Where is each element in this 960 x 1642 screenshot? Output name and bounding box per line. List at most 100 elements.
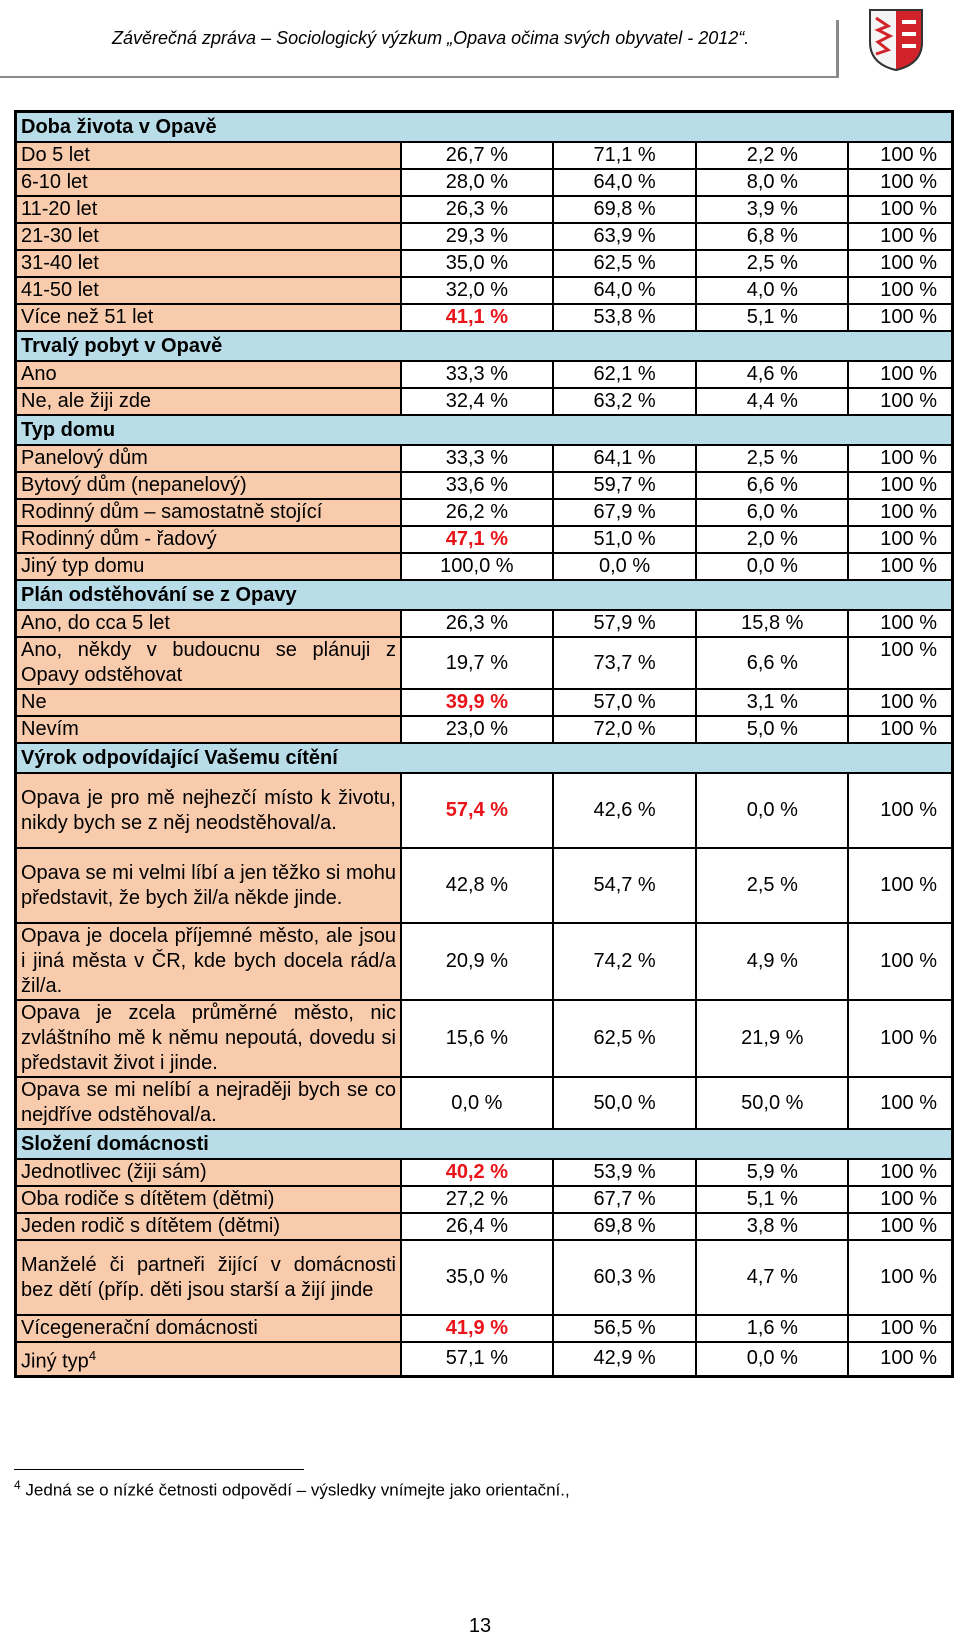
value-cell: 2,5 %: [695, 847, 850, 924]
table-row: Ano, někdy v budoucnu se plánuji z Opavy…: [14, 636, 954, 690]
value-cell: 23,0 %: [399, 715, 554, 744]
value-cell: 67,9 %: [551, 498, 698, 527]
row-label-text: Panelový dům: [21, 447, 148, 469]
value-cell: 64,0 %: [551, 276, 698, 305]
value-cell: 6,6 %: [695, 636, 850, 690]
total-cell: 100 %: [847, 847, 954, 924]
row-label: Opava se mi nelíbí a nejraději bych se c…: [14, 1076, 402, 1130]
row-label: Ano, někdy v budoucnu se plánuji z Opavy…: [14, 636, 402, 690]
value-cell: 0,0 %: [695, 552, 850, 581]
row-label-text: Manželé či partneři žijící v domácnosti …: [21, 1253, 396, 1301]
value-cell: 6,6 %: [695, 471, 850, 500]
row-label-text: Oba rodiče s dítětem (dětmi): [21, 1188, 275, 1210]
total-cell: 100 %: [847, 552, 954, 581]
table-row: Ano, do cca 5 let 26,3 % 57,9 % 15,8 % 100 %: [14, 609, 954, 638]
value-cell: 0,0 %: [695, 772, 850, 849]
total-cell: 100 %: [847, 141, 954, 170]
section-title: Složení domácnosti: [14, 1128, 954, 1160]
row-label-text: Nevím: [21, 718, 79, 740]
table-row: Oba rodiče s dítětem (dětmi) 27,2 % 67,7 %…: [14, 1185, 954, 1214]
value-cell: 59,7 %: [551, 471, 698, 500]
value-cell: 69,8 %: [551, 1212, 698, 1241]
value-cell: 72,0 %: [551, 715, 698, 744]
value-cell: 4,9 %: [695, 922, 850, 1001]
value-cell: 42,8 %: [399, 847, 554, 924]
row-label: 21-30 let: [14, 222, 402, 251]
row-label-text: Jiný typ domu: [21, 555, 145, 577]
row-label: Rodinný dům - řadový: [14, 525, 402, 554]
value-cell: 0,0 %: [695, 1340, 850, 1378]
value-cell: 50,0 %: [695, 1076, 850, 1130]
row-label: Jiný typ domu: [14, 552, 402, 581]
value-cell: 63,2 %: [551, 387, 698, 416]
value-cell: 64,1 %: [551, 444, 698, 473]
total-cell: 100 %: [847, 195, 954, 224]
value-cell: 5,1 %: [695, 303, 850, 332]
header-vertical-divider: [836, 20, 839, 78]
value-cell: 35,0 %: [399, 249, 554, 278]
total-cell: 100 %: [847, 609, 954, 638]
value-cell: 4,0 %: [695, 276, 850, 305]
row-label-text: Jeden rodič s dítětem (dětmi): [21, 1215, 280, 1237]
row-label-text: Ne: [21, 691, 47, 713]
value-cell: 3,1 %: [695, 688, 850, 717]
value-cell: 3,9 %: [695, 195, 850, 224]
value-cell: 5,0 %: [695, 715, 850, 744]
survey-results-table: Doba života v Opavě Do 5 let 26,7 % 71,1 % 2…: [14, 110, 954, 1378]
header-divider: [0, 76, 838, 78]
row-label: Ne: [14, 688, 402, 717]
value-cell: 5,1 %: [695, 1185, 850, 1214]
value-cell: 57,4 %: [399, 772, 554, 849]
row-label-text: Ano, do cca 5 let: [21, 612, 170, 634]
value-cell: 1,6 %: [695, 1314, 850, 1343]
footnote-reference: 4: [88, 1348, 97, 1363]
value-cell: 4,6 %: [695, 360, 850, 389]
total-cell: 100 %: [847, 1185, 954, 1214]
value-cell: 57,0 %: [551, 688, 698, 717]
row-label-text: 11-20 let: [21, 198, 98, 220]
row-label: Rodinný dům – samostatně stojící: [14, 498, 402, 527]
section-title: Trvalý pobyt v Opavě: [14, 330, 954, 362]
table-row: Ano 33,3 % 62,1 % 4,6 % 100 %: [14, 360, 954, 389]
page-header: Závěrečná zpráva – Sociologický výzkum „…: [0, 0, 960, 90]
row-label: Opava je pro mě nejhezčí místo k životu,…: [14, 772, 402, 849]
row-label: Jeden rodič s dítětem (dětmi): [14, 1212, 402, 1241]
row-label: Nevím: [14, 715, 402, 744]
value-cell: 41,9 %: [399, 1314, 554, 1343]
row-label-text: Opava je docela příjemné město, ale jsou…: [21, 925, 396, 997]
total-cell: 100 %: [847, 525, 954, 554]
value-cell: 47,1 %: [399, 525, 554, 554]
table-row: Opava se mi nelíbí a nejraději bych se c…: [14, 1076, 954, 1130]
value-cell: 41,1 %: [399, 303, 554, 332]
row-label-text: Do 5 let: [21, 144, 90, 166]
value-cell: 6,8 %: [695, 222, 850, 251]
row-label-text: Více než 51 let: [21, 306, 154, 328]
section-title: Výrok odpovídající Vašemu cítění: [14, 742, 954, 774]
value-cell: 26,2 %: [399, 498, 554, 527]
value-cell: 21,9 %: [695, 999, 850, 1078]
footnote-marker: 4: [14, 1478, 21, 1492]
total-cell: 100 %: [847, 1314, 954, 1343]
value-cell: 62,5 %: [551, 999, 698, 1078]
total-cell: 100 %: [847, 772, 954, 849]
value-cell: 29,3 %: [399, 222, 554, 251]
total-cell: 100 %: [847, 999, 954, 1078]
footnote: 4 Jedná se o nízké četnosti odpovědí – v…: [14, 1478, 570, 1501]
value-cell: 39,9 %: [399, 688, 554, 717]
value-cell: 4,7 %: [695, 1239, 850, 1316]
total-cell: 100 %: [847, 471, 954, 500]
row-label-text: Opava se mi velmi líbí a jen těžko si mo…: [21, 861, 396, 909]
value-cell: 20,9 %: [399, 922, 554, 1001]
row-label-text: Ano, někdy v budoucnu se plánuji z Opavy…: [21, 639, 396, 686]
footnote-divider: [14, 1469, 304, 1470]
table-row: Jiný typ domu 100,0 % 0,0 % 0,0 % 100 %: [14, 552, 954, 581]
value-cell: 6,0 %: [695, 498, 850, 527]
value-cell: 69,8 %: [551, 195, 698, 224]
row-label: Ne, ale žiji zde: [14, 387, 402, 416]
row-label: Opava se mi velmi líbí a jen těžko si mo…: [14, 847, 402, 924]
value-cell: 64,0 %: [551, 168, 698, 197]
table-row: Panelový dům 33,3 % 64,1 % 2,5 % 100 %: [14, 444, 954, 473]
value-cell: 56,5 %: [551, 1314, 698, 1343]
value-cell: 57,1 %: [399, 1340, 554, 1378]
table-row: Opava se mi velmi líbí a jen těžko si mo…: [14, 847, 954, 924]
